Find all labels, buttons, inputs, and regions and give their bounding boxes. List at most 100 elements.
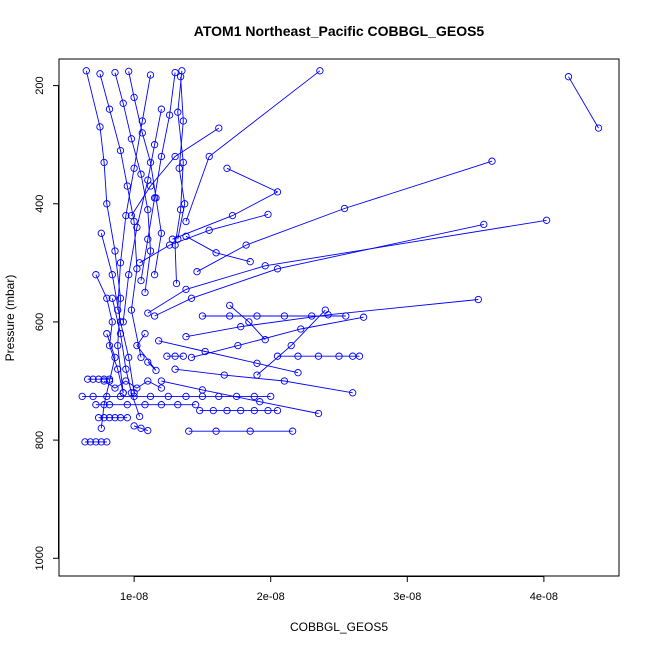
data-point	[171, 68, 179, 77]
data-point	[108, 294, 116, 302]
data-point	[108, 271, 116, 279]
series-line	[175, 368, 353, 394]
data-point	[119, 318, 127, 326]
data-point	[105, 401, 114, 409]
data-point	[182, 392, 190, 401]
y-tick-label: 800	[34, 431, 46, 449]
data-point	[246, 427, 254, 435]
data-point	[150, 312, 159, 320]
data-point	[342, 312, 350, 320]
data-point	[171, 365, 179, 373]
series-line	[191, 316, 364, 358]
data-point	[171, 352, 179, 360]
data-point	[116, 294, 125, 302]
data-point	[123, 401, 131, 409]
data-point	[215, 392, 223, 401]
data-point	[133, 384, 141, 392]
data-point	[308, 312, 316, 320]
data-point	[264, 406, 272, 415]
series-line	[229, 305, 266, 341]
data-point	[81, 438, 89, 446]
data-point	[193, 268, 201, 276]
data-point	[321, 306, 329, 314]
data-point	[157, 377, 166, 385]
data-point	[144, 206, 152, 214]
data-point	[316, 67, 324, 75]
data-point	[273, 352, 282, 360]
data-point	[103, 294, 111, 302]
data-point	[232, 392, 241, 401]
data-point	[185, 427, 193, 435]
data-point	[103, 392, 111, 401]
data-point	[253, 371, 261, 379]
data-point	[100, 414, 108, 422]
data-point	[182, 217, 190, 226]
data-point	[261, 262, 269, 270]
data-point	[114, 365, 122, 373]
series-line	[100, 333, 116, 429]
data-point	[273, 188, 282, 196]
data-point	[355, 352, 364, 360]
data-point	[144, 176, 152, 184]
data-point	[157, 384, 166, 392]
data-point	[125, 353, 133, 362]
x-tick-label: 1e-08	[120, 591, 148, 603]
data-point	[174, 235, 182, 243]
data-point	[349, 389, 357, 397]
data-point	[97, 424, 105, 432]
data-point	[100, 158, 108, 167]
data-point	[594, 124, 603, 132]
series-line	[161, 380, 319, 414]
series-line	[95, 274, 124, 393]
data-point	[157, 152, 166, 161]
data-point	[123, 182, 131, 190]
series-group	[78, 67, 603, 446]
data-point	[264, 210, 272, 219]
data-point	[144, 358, 152, 366]
data-point	[122, 377, 130, 385]
data-point	[127, 135, 136, 143]
data-point	[181, 200, 189, 208]
data-point	[246, 258, 254, 266]
data-point	[122, 211, 130, 220]
x-axis-label: COBBGL_GEOS5	[290, 620, 388, 634]
data-point	[116, 318, 125, 326]
data-point	[175, 164, 183, 172]
data-point	[92, 401, 100, 409]
series-line	[85, 70, 124, 393]
data-point	[171, 152, 179, 161]
data-point	[237, 406, 245, 415]
data-point	[114, 341, 122, 350]
data-point	[198, 312, 207, 320]
data-point	[182, 285, 190, 294]
series-line	[140, 72, 176, 281]
data-point	[119, 99, 127, 107]
series-line	[256, 309, 326, 376]
data-point	[123, 414, 131, 422]
data-point	[205, 226, 213, 234]
y-tick-label: 1000	[34, 546, 46, 570]
data-point	[146, 247, 155, 255]
data-point	[130, 217, 138, 226]
data-point	[111, 247, 119, 255]
series-line	[133, 425, 148, 432]
data-point	[103, 330, 111, 338]
data-point	[111, 384, 119, 392]
data-point	[100, 377, 108, 385]
data-point	[179, 117, 187, 125]
data-point	[261, 336, 269, 344]
data-point	[141, 288, 149, 297]
data-point	[116, 392, 125, 401]
chart-title: ATOM1 Northeast_Pacific COBBGL_GEOS5	[194, 23, 485, 39]
series-line	[99, 73, 142, 358]
data-point	[226, 312, 234, 320]
data-point	[133, 265, 141, 273]
data-point	[116, 259, 125, 267]
data-point	[116, 330, 125, 338]
data-point	[144, 426, 152, 435]
data-point	[209, 406, 217, 415]
data-point	[89, 392, 97, 401]
data-point	[130, 392, 138, 401]
